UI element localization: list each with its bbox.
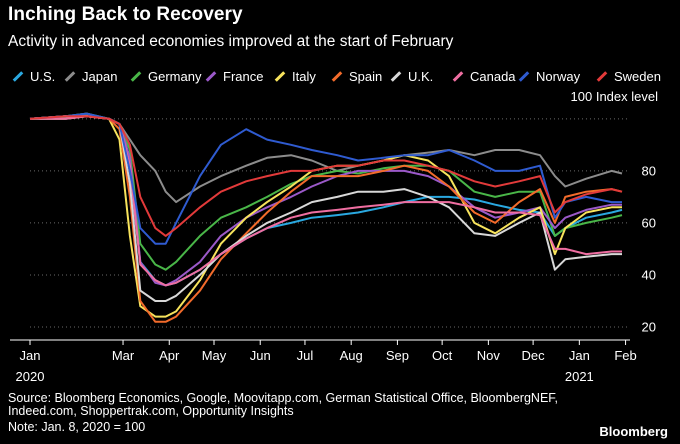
x-tick-label: Jan [20,348,41,363]
chart-subtitle: Activity in advanced economies improved … [8,33,454,50]
legend-label: Italy [292,69,316,84]
x-tick-label: Jan [569,348,590,363]
x-tick-label: May [202,348,227,363]
y-tick-top: 100 [570,89,596,104]
legend-label: U.K. [408,69,434,84]
y-tick-label: 80 [642,163,656,178]
x-tick-label: Oct [432,348,453,363]
chart-title: Inching Back to Recovery [8,4,243,25]
x-tick-label: Sep [386,348,409,363]
legend-label: Canada [470,69,516,84]
y-tick-label: 60 [642,215,656,230]
legend-label: France [223,69,264,84]
legend-item: U.K. [390,69,433,87]
source-text: Source: Bloomberg Economics, Google, Moo… [8,391,559,419]
x-tick-label: Apr [159,348,180,363]
x-tick-label: Dec [522,348,546,363]
legend-label: Sweden [614,69,661,84]
legend-item: Sweden [596,69,661,87]
legend-item: U.S. [12,69,55,87]
x-year-label: 2021 [565,369,594,384]
legend-item: Japan [64,69,117,87]
legend-label: Germany [148,69,202,84]
y-tick-label: 20 [642,319,656,334]
legend-label: Norway [536,69,581,84]
legend-item: Spain [331,69,382,87]
legend-item: Germany [130,69,201,87]
x-year-label: 2020 [16,369,45,384]
bloomberg-logo: Bloomberg [599,424,668,439]
x-tick-label: Jun [250,348,271,363]
legend-label: U.S. [30,69,56,84]
legend-item: Norway [518,69,580,87]
x-tick-label: Feb [614,348,636,363]
series-line-norway [29,112,622,245]
legend-label: Spain [349,69,383,84]
legend-item: Canada [452,69,516,87]
legend-item: Italy [274,69,316,87]
series-line-canada [30,115,622,287]
x-tick-label: Aug [340,348,363,363]
series-line-japan [29,112,623,204]
series-line-sweden [29,115,623,237]
series-line-spain [29,115,623,323]
x-tick-label: Jul [297,348,314,363]
source-line-1: Source: Bloomberg Economics, Google, Moo… [8,391,559,405]
x-tick-label: Nov [477,348,501,363]
legend-label: Japan [82,69,118,84]
x-tick-label: Mar [112,348,135,363]
source-line-2: Indeed.com, Shoppertrak.com, Opportunity… [8,404,294,419]
y-axis-label: Index level [595,89,658,104]
y-tick-label: 40 [642,267,656,282]
note-text: Note: Jan. 8, 2020 = 100 [8,420,146,434]
y-axis-title: 100 Index level [571,89,658,104]
legend-item: France [205,69,263,87]
series-line-uk [29,115,622,302]
